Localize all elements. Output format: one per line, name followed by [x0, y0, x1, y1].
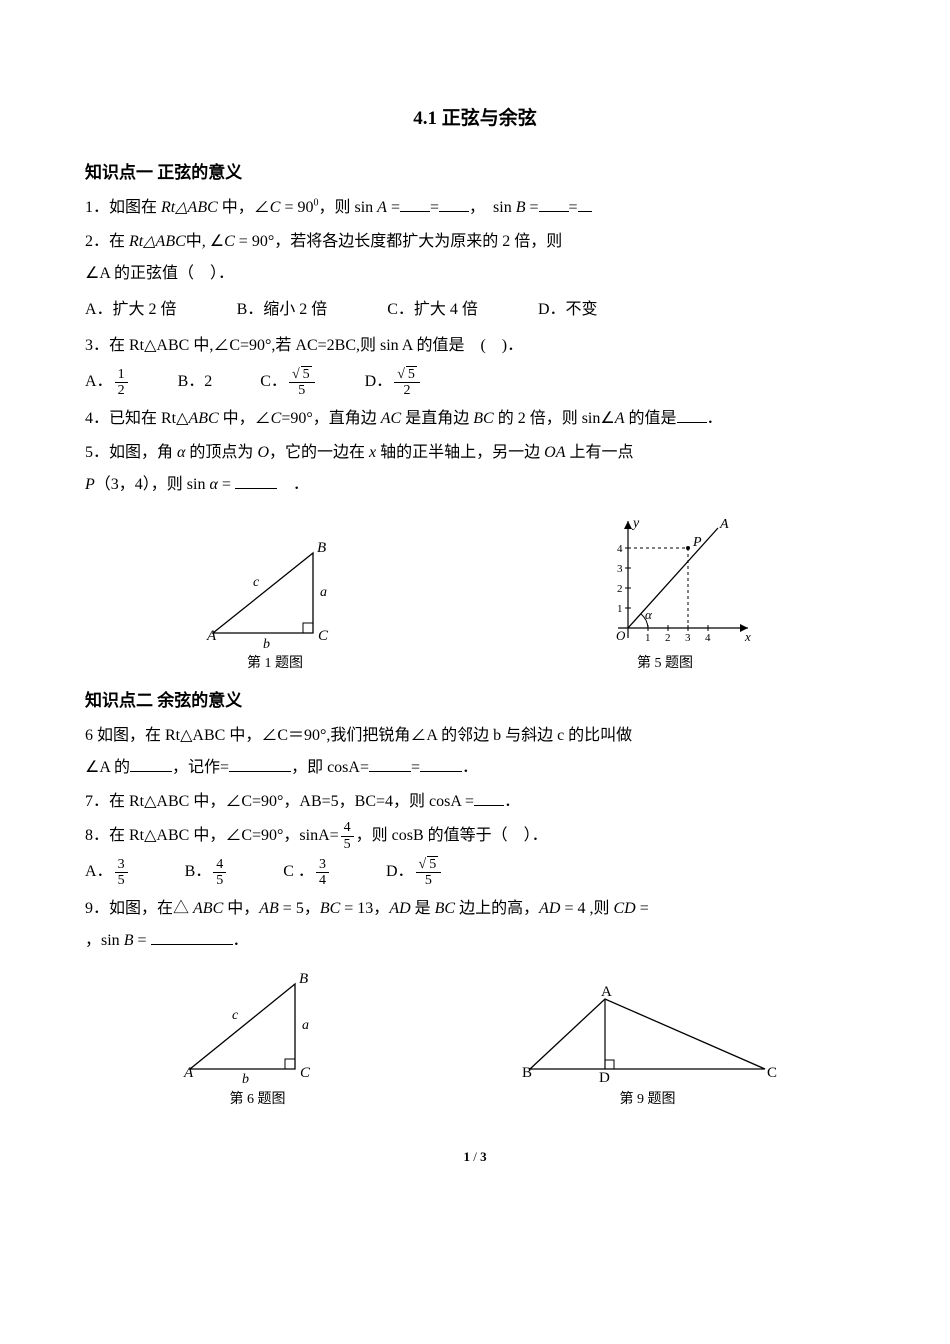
svg-text:c: c: [253, 575, 260, 590]
figure-9: A B D C 第 9 题图: [515, 984, 780, 1114]
svg-text:a: a: [302, 1018, 309, 1033]
q2-choice-b: B．缩小 2 倍: [237, 294, 328, 326]
question-5: 5．如图，角 α 的顶点为 O，它的一边在 x 轴的正半轴上，另一边 OA 上有…: [85, 437, 865, 501]
svg-text:c: c: [232, 1008, 239, 1023]
svg-text:C: C: [318, 628, 329, 644]
figure-row-2: A B C c a b 第 6 题图 A B D C 第 9 题图: [85, 969, 865, 1114]
svg-text:B: B: [522, 1065, 532, 1081]
page-number: 1 / 3: [85, 1144, 865, 1170]
svg-text:y: y: [631, 516, 640, 531]
q3-choice-b: B．2: [178, 366, 213, 398]
svg-text:A: A: [183, 1065, 194, 1081]
question-8: 8．在 Rt△ABC 中，∠C=90°，sinA=45，则 cosB 的值等于（…: [85, 820, 865, 852]
figure-1-caption: 第 1 题图: [247, 650, 303, 678]
svg-text:2: 2: [617, 583, 623, 595]
figure-9-caption: 第 9 题图: [620, 1086, 676, 1114]
section-1-heading: 知识点一 正弦的意义: [85, 156, 865, 190]
svg-text:b: b: [263, 637, 270, 648]
q8-choice-d: D．√55: [386, 856, 443, 889]
svg-text:1: 1: [645, 632, 651, 644]
svg-text:B: B: [299, 971, 308, 987]
figure-6: A B C c a b 第 6 题图: [170, 969, 345, 1114]
q3-choice-c: C．√55: [260, 366, 316, 399]
question-3: 3．在 Rt△ABC 中,∠C=90°,若 AC=2BC,则 sin A 的值是…: [85, 330, 865, 362]
page-title: 4.1 正弦与余弦: [85, 100, 865, 138]
svg-text:P: P: [692, 535, 702, 550]
question-2: 2．在 Rt△ABC中, ∠C = 90°，若将各边长度都扩大为原来的 2 倍，…: [85, 226, 865, 290]
svg-text:4: 4: [705, 632, 711, 644]
figure-6-caption: 第 6 题图: [230, 1086, 286, 1114]
svg-text:x: x: [744, 629, 751, 644]
q2-choice-a: A．扩大 2 倍: [85, 294, 177, 326]
figure-1: A B C c a b 第 1 题图: [193, 538, 358, 678]
section-2-heading: 知识点二 余弦的意义: [85, 684, 865, 718]
q8-choice-a: A．35: [85, 856, 130, 888]
svg-text:O: O: [616, 628, 626, 643]
q3-choice-a: A．12: [85, 366, 130, 398]
svg-text:D: D: [599, 1070, 610, 1084]
q3-choice-d: D．√52: [365, 366, 422, 399]
question-4: 4．已知在 Rt△ABC 中，∠C=90°，直角边 AC 是直角边 BC 的 2…: [85, 403, 865, 435]
q3-choices: A．12 B．2 C．√55 D．√52: [85, 366, 865, 399]
svg-text:3: 3: [685, 632, 691, 644]
svg-text:C: C: [767, 1065, 777, 1081]
svg-text:2: 2: [665, 632, 671, 644]
q2-choices: A．扩大 2 倍 B．缩小 2 倍 C．扩大 4 倍 D．不变: [85, 294, 865, 326]
svg-text:1: 1: [617, 603, 623, 615]
q2-choice-d: D．不变: [538, 294, 598, 326]
figure-5: y x 1 2 3 4 1 2 3 4 O P A α: [573, 513, 758, 678]
q8-choices: A．35 B．45 C ．34 D．√55: [85, 856, 865, 889]
q8-choice-c: C ．34: [283, 856, 331, 888]
figure-row-1: A B C c a b 第 1 题图 y x 1 2 3 4 1 2: [85, 513, 865, 678]
svg-text:B: B: [317, 540, 326, 556]
svg-text:a: a: [320, 585, 327, 600]
svg-text:C: C: [300, 1065, 311, 1081]
svg-text:3: 3: [617, 563, 623, 575]
svg-text:A: A: [601, 984, 612, 1000]
question-1: 1．如图在 Rt△ABC 中，∠C = 900，则 sin A ==， sin …: [85, 192, 865, 224]
question-7: 7．在 Rt△ABC 中，∠C=90°，AB=5，BC=4，则 cosA =．: [85, 786, 865, 818]
question-9: 9．如图，在△ ABC 中，AB = 5，BC = 13，AD 是 BC 边上的…: [85, 893, 865, 957]
question-6: 6 如图，在 Rt△ABC 中，∠C＝90°,我们把锐角∠A 的邻边 b 与斜边…: [85, 720, 865, 784]
svg-text:α: α: [645, 607, 653, 622]
svg-text:A: A: [206, 628, 217, 644]
q2-choice-c: C．扩大 4 倍: [387, 294, 478, 326]
svg-text:4: 4: [617, 543, 623, 555]
svg-text:b: b: [242, 1072, 249, 1084]
svg-text:A: A: [719, 517, 729, 532]
q8-choice-b: B．45: [185, 856, 229, 888]
figure-5-caption: 第 5 题图: [637, 650, 693, 678]
